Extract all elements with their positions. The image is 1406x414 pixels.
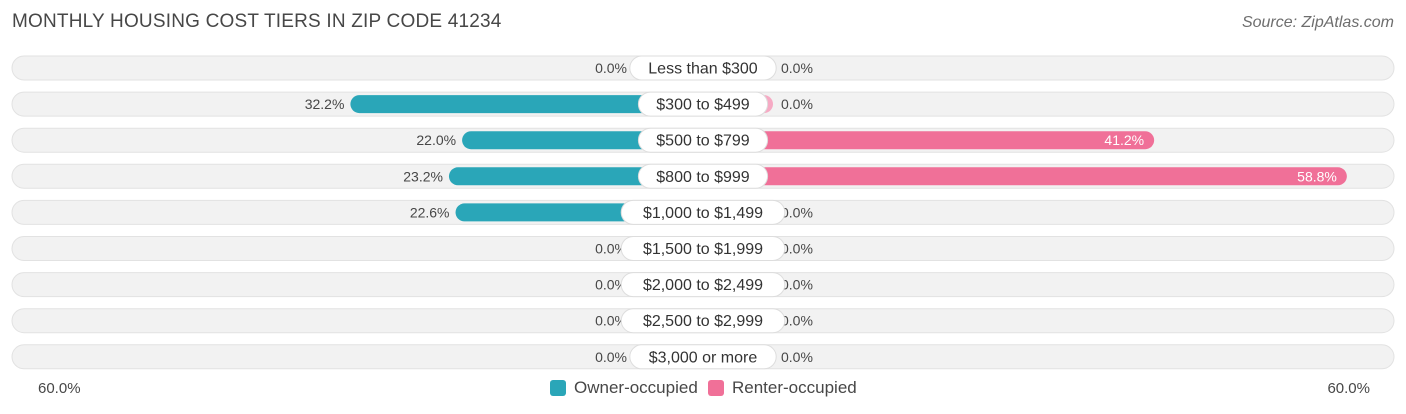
axis-right-label: 60.0% — [1327, 380, 1370, 397]
value-label-owner: 32.2% — [305, 96, 345, 112]
category-label: $2,500 to $2,999 — [643, 313, 763, 330]
value-label-renter: 0.0% — [781, 241, 813, 257]
value-label-renter: 0.0% — [781, 349, 813, 365]
category-pill — [637, 163, 769, 189]
category-label: $1,500 to $1,999 — [643, 241, 763, 258]
axis-left-label: 60.0% — [38, 380, 81, 397]
value-label-owner: 23.2% — [403, 168, 443, 184]
value-label-renter: 0.0% — [781, 96, 813, 112]
category-pill — [620, 199, 786, 225]
category-pill — [629, 55, 777, 81]
value-label-owner: 0.0% — [595, 241, 627, 257]
source-label: Source: ZipAtlas.com — [1241, 14, 1394, 31]
value-label-owner: 0.0% — [595, 277, 627, 293]
bar-owner — [350, 95, 703, 114]
category-pill — [637, 127, 769, 153]
value-label-renter: 0.0% — [781, 277, 813, 293]
legend-item-owner: Owner-occupied — [550, 378, 698, 398]
category-pill — [620, 236, 786, 261]
value-label-owner: 0.0% — [595, 313, 627, 329]
value-label-renter: 41.2% — [1104, 132, 1144, 148]
value-label-owner: 22.6% — [410, 204, 450, 220]
category-pill — [629, 344, 777, 370]
value-label-owner: 22.0% — [416, 132, 456, 148]
value-label-renter: 0.0% — [781, 60, 813, 76]
category-label: Less than $300 — [648, 61, 758, 78]
legend: Owner-occupied Renter-occupied — [0, 378, 1406, 400]
category-label: $2,000 to $2,499 — [643, 277, 763, 294]
value-label-owner: 0.0% — [595, 60, 627, 76]
value-label-renter: 0.0% — [781, 313, 813, 329]
value-label-renter: 58.8% — [1297, 168, 1337, 184]
category-pill — [637, 91, 769, 117]
chart-title: MONTHLY HOUSING COST TIERS IN ZIP CODE 4… — [12, 11, 502, 32]
bar-renter — [703, 131, 1155, 150]
category-pill — [620, 272, 786, 298]
category-label: $300 to $499 — [656, 97, 750, 114]
legend-swatch-renter — [708, 380, 724, 396]
value-label-owner: 0.0% — [595, 349, 627, 365]
legend-label-owner: Owner-occupied — [574, 378, 698, 397]
category-label: $500 to $799 — [656, 133, 750, 150]
category-label: $3,000 or more — [649, 349, 758, 366]
bar-renter — [703, 167, 1347, 186]
category-pill — [620, 308, 786, 334]
legend-swatch-owner — [550, 380, 566, 396]
legend-item-renter: Renter-occupied — [708, 378, 857, 398]
category-label: $1,000 to $1,499 — [643, 205, 763, 222]
category-label: $800 to $999 — [656, 169, 750, 186]
value-label-renter: 0.0% — [781, 204, 813, 220]
legend-label-renter: Renter-occupied — [732, 378, 857, 397]
